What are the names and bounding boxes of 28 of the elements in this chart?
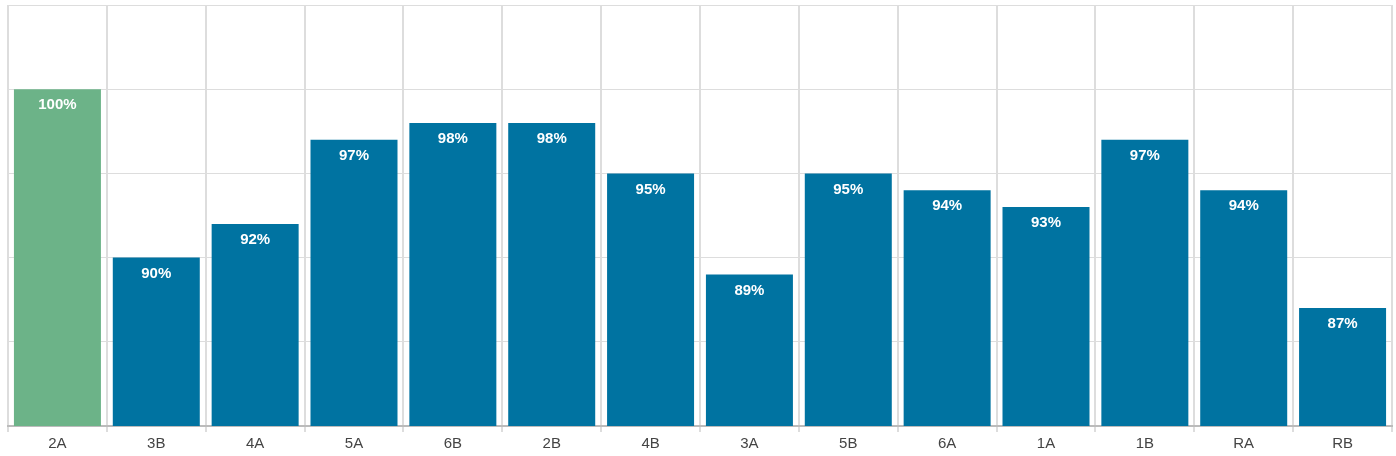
x-tick-label: 4A [245,434,265,452]
x-tick-label: 3B [147,434,166,452]
x-tick-label: 6A [937,434,957,452]
x-tick-label: 4B [641,434,660,452]
x-tick-label: 5B [839,434,858,452]
data-label: 95% [833,179,864,197]
x-tick-label: 2B [542,434,561,452]
data-label: 97% [1129,145,1160,163]
x-tick-label: 2A [48,434,67,452]
x-tick-label: 1B [1135,434,1155,452]
data-label: 98% [536,129,567,147]
data-label: 90% [141,263,172,281]
x-tick-label: 5A [344,434,364,452]
x-tick-label: 1A [1036,434,1056,452]
data-label: 97% [338,145,370,163]
data-label: 94% [932,196,963,214]
data-label: 98% [437,129,468,147]
data-label: 87% [1327,314,1358,332]
data-label: 95% [635,179,666,197]
data-label: 94% [1228,196,1259,214]
data-label: 100% [38,95,77,113]
x-tick-label: RB [1332,434,1353,452]
data-label: 93% [1030,213,1062,231]
x-tick-label: RA [1233,434,1255,452]
x-tick-label: 6B [443,434,463,452]
x-tick-label: 3A [740,434,759,452]
data-label: 92% [240,230,271,248]
data-label: 89% [734,280,765,298]
